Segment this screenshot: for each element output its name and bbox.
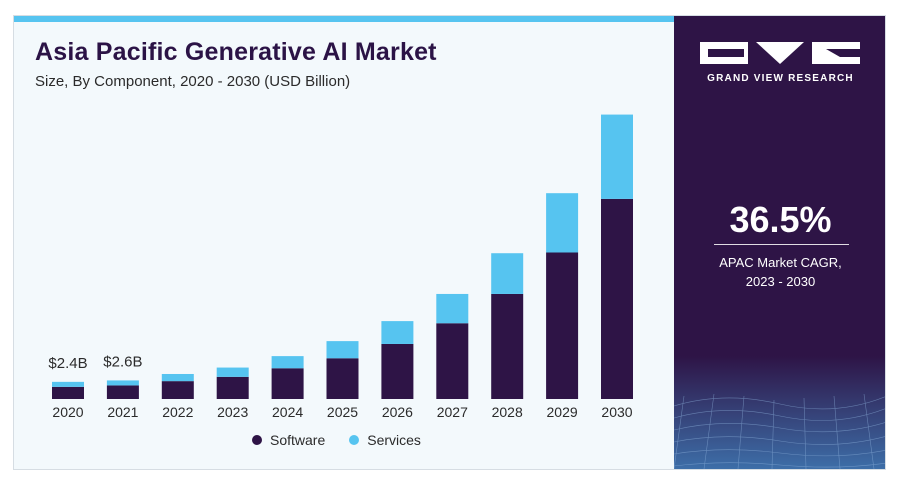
x-tick-label: 2029 (547, 404, 578, 420)
chart-title: Asia Pacific Generative AI Market (35, 38, 437, 66)
data-label: $2.4B (48, 355, 87, 372)
bar-software-2020 (52, 386, 84, 399)
legend-item-services: Services (349, 432, 421, 448)
infographic-card: Asia Pacific Generative AI Market Size, … (13, 15, 886, 470)
chart-panel: Asia Pacific Generative AI Market Size, … (14, 16, 674, 469)
x-tick-label: 2020 (52, 404, 83, 420)
cagr-value: 36.5% (729, 199, 832, 240)
data-label: $2.6B (103, 353, 142, 370)
bar-software-2030 (601, 198, 633, 399)
bar-services-2023 (216, 367, 249, 377)
bar-software-2028 (491, 293, 524, 399)
cagr-divider (714, 244, 849, 245)
bar-services-2022 (161, 373, 194, 382)
bar-software-2027 (436, 323, 469, 399)
bar-services-2020 (52, 381, 84, 387)
x-tick-label: 2022 (162, 404, 193, 420)
bar-services-2024 (271, 356, 304, 369)
bar-software-2024 (271, 368, 304, 399)
bar-software-2021 (106, 385, 139, 399)
cagr-label-line2: 2023 - 2030 (745, 274, 816, 289)
legend-label-services: Services (367, 432, 421, 448)
legend-swatch-services (349, 435, 360, 445)
bar-services-2030 (601, 114, 633, 199)
brand-logo-icon (700, 42, 860, 64)
cagr-label-line1: APAC Market CAGR, (719, 255, 842, 270)
legend-item-software: Software (252, 432, 325, 448)
bar-software-2025 (326, 358, 359, 399)
bar-services-2025 (326, 341, 359, 359)
brand-name: GRAND VIEW RESEARCH (707, 73, 854, 84)
sidebar-panel: GRAND VIEW RESEARCH 36.5% APAC Market CA… (674, 16, 885, 469)
x-tick-label: 2027 (437, 404, 468, 420)
accent-bar (14, 16, 674, 22)
x-tick-label: 2028 (492, 404, 523, 420)
wave-graphic (674, 356, 885, 469)
bar-chart: 2020 2021 2022 2023 2024 2025 2026 2027 2028 2029… (48, 114, 633, 420)
bar-software-2022 (161, 381, 194, 399)
x-tick-label: 2025 (327, 404, 358, 420)
x-tick-label: 2023 (217, 404, 248, 420)
bar-software-2029 (546, 252, 579, 399)
legend: Software Services (252, 432, 445, 448)
bar-services-2028 (491, 253, 524, 294)
legend-swatch-software (252, 435, 262, 445)
bar-software-2026 (381, 343, 414, 399)
legend-label-software: Software (270, 432, 326, 448)
bar-services-2021 (106, 380, 139, 386)
bar-services-2026 (381, 321, 414, 344)
bar-services-2027 (436, 293, 469, 324)
bar-services-2029 (546, 193, 579, 253)
chart-subtitle: Size, By Component, 2020 - 2030 (USD Bil… (35, 73, 351, 90)
x-tick-label: 2026 (382, 404, 413, 420)
x-tick-label: 2021 (107, 404, 138, 420)
x-tick-label: 2024 (272, 404, 303, 420)
bar-software-2023 (216, 376, 249, 399)
cagr-label: APAC Market CAGR, 2023 - 2030 (674, 253, 885, 291)
x-tick-label: 2030 (601, 404, 632, 420)
